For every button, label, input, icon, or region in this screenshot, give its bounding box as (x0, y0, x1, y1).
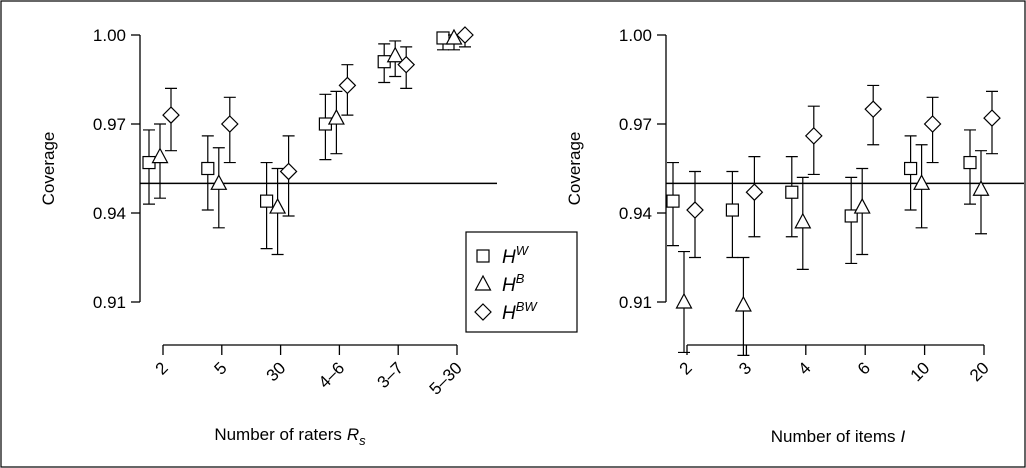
x-axis-label: Number of items I (771, 427, 906, 446)
x-axis-label-subscript: s (359, 433, 366, 448)
y-tick-label: 1.00 (93, 26, 126, 45)
diamond-marker (864, 100, 883, 119)
square-marker (963, 155, 977, 170)
x-tick-label: 4–6 (315, 358, 348, 391)
square-marker (903, 161, 918, 176)
triangle-marker (853, 197, 871, 214)
diamond-marker (745, 183, 764, 202)
y-axis-label: Coverage (565, 132, 584, 206)
y-axis-label: Coverage (39, 132, 58, 206)
x-tick-label: 2 (676, 358, 696, 378)
panel-items: 0.91 0.94 0.97 1.00 Coverage 2 3 4 6 10 20 Number o… (565, 26, 1024, 446)
legend-square-marker (476, 249, 490, 263)
legend-label-main: H (502, 275, 516, 296)
triangle-marker (151, 147, 169, 164)
x-tick-label: 5–30 (426, 358, 466, 398)
x-tick-label: 3 (735, 358, 755, 378)
diamond-marker (983, 109, 1001, 127)
series-diamond (686, 84, 1001, 259)
panel-raters: 0.91 0.94 0.97 1.00 Coverage 2 5 30 4–6 3–7 5–30 Nu… (39, 26, 497, 448)
x-tick-label: 30 (263, 358, 290, 385)
series-square (666, 129, 977, 265)
diamond-marker (686, 201, 704, 219)
diamond-marker (338, 76, 357, 95)
x-tick-label: 20 (966, 358, 993, 385)
x-axis-label: Number of raters Rs (214, 425, 366, 448)
x-tick-label: 5 (210, 358, 230, 378)
x-tick-label: 10 (907, 358, 934, 385)
diamond-marker (923, 115, 942, 133)
x-axis-label-symbol: R (347, 425, 359, 444)
triangle-marker (269, 197, 287, 214)
square-marker (260, 194, 274, 208)
triangle-marker (386, 46, 404, 63)
legend-label: HW (502, 243, 530, 268)
triangle-marker (327, 108, 345, 125)
legend-label-main: H (502, 247, 516, 268)
diamond-marker (456, 26, 474, 44)
y-tick-label: 0.97 (619, 115, 652, 134)
triangle-marker (675, 292, 693, 309)
x-tick-label: 2 (152, 358, 172, 378)
triangle-marker (734, 295, 752, 312)
diamond-marker (804, 127, 823, 145)
square-marker (436, 31, 450, 45)
triangle-marker (972, 179, 990, 196)
series-square (142, 31, 450, 250)
x-tick-label: 6 (854, 358, 874, 378)
legend-diamond-marker (474, 303, 492, 321)
legend-label: HB (502, 271, 525, 296)
x-axis-label-symbol: I (900, 427, 905, 446)
x-axis-label-text: Number of items (771, 427, 896, 446)
diamond-marker (162, 106, 180, 124)
legend-label-sup: W (516, 243, 530, 258)
x-tick-label: 4 (794, 358, 814, 378)
y-tick-label: 0.97 (93, 115, 126, 134)
legend-triangle-marker (474, 274, 492, 291)
legend-label-main: H (502, 303, 516, 324)
legend-label-sup: BW (516, 299, 539, 314)
x-axis-label-text: Number of raters (214, 425, 342, 444)
diamond-marker (279, 162, 298, 181)
series-triangle (675, 144, 990, 356)
series-diamond (162, 26, 474, 217)
diamond-marker (220, 115, 239, 133)
y-tick-label: 1.00 (619, 26, 652, 45)
y-tick-label: 0.91 (619, 293, 652, 312)
triangle-marker (445, 28, 463, 45)
square-marker (725, 203, 740, 217)
y-tick-label: 0.91 (93, 293, 126, 312)
series-triangle (151, 28, 463, 256)
triangle-marker (210, 174, 228, 190)
x-tick-label: 3–7 (374, 358, 407, 391)
y-tick-label: 0.94 (619, 204, 652, 223)
triangle-marker (794, 212, 812, 229)
legend-label: HBW (502, 299, 538, 324)
square-marker (201, 161, 215, 176)
square-marker (666, 194, 680, 208)
triangle-marker (913, 174, 931, 190)
diamond-marker (397, 55, 416, 74)
legend-label-sup: B (516, 271, 525, 286)
y-tick-label: 0.94 (93, 204, 126, 223)
square-marker (785, 185, 799, 199)
